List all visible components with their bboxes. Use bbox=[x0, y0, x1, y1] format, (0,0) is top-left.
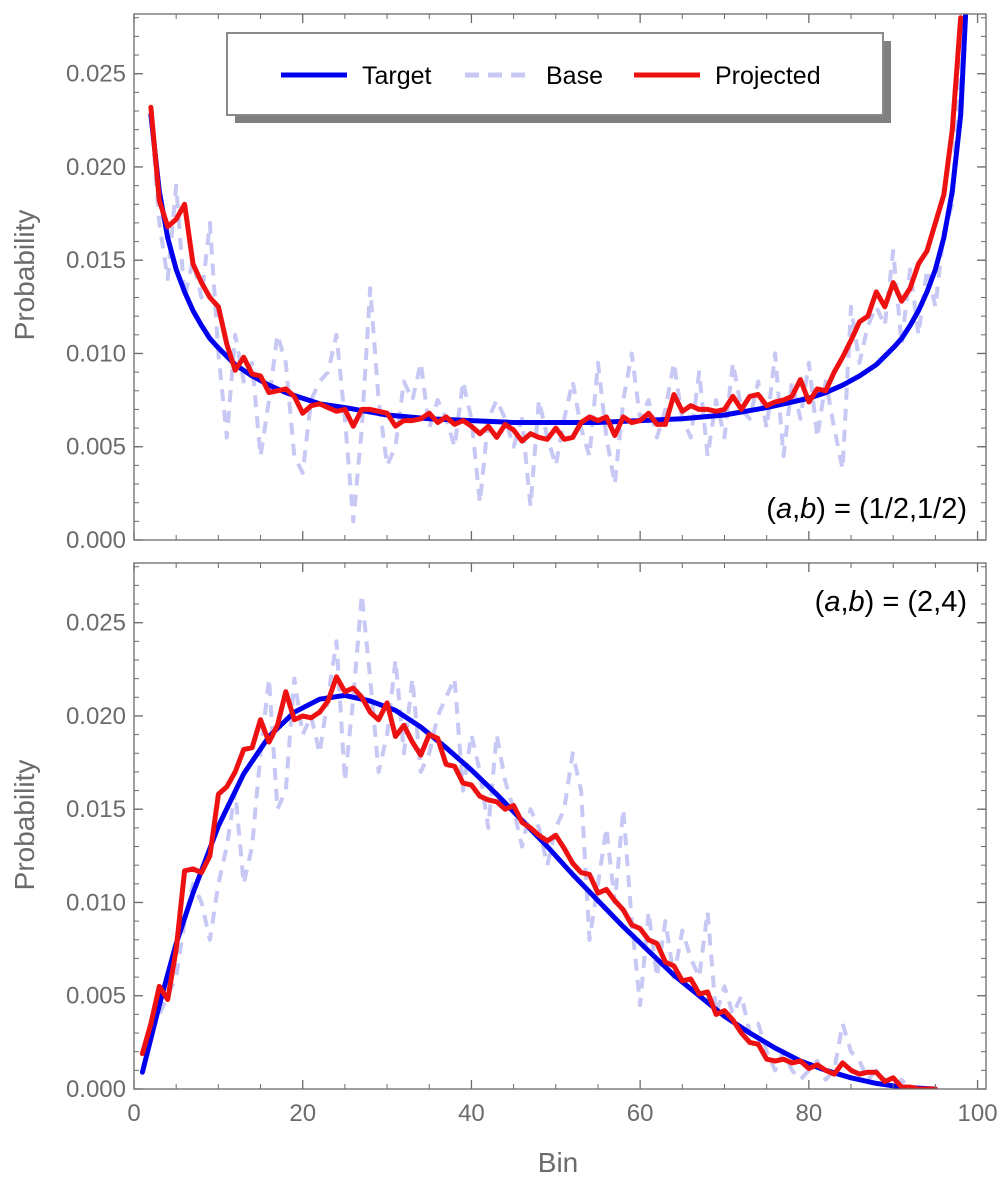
legend-entry-base: Base bbox=[465, 62, 603, 90]
top-panel-frame bbox=[133, 13, 987, 541]
bottom-panel-x-tick-label: 60 bbox=[627, 1100, 654, 1127]
top-panel: 0.000 0.005 0.010 0.015 0.020 0.025 Probabili… bbox=[9, 13, 987, 554]
legend-base-label: Base bbox=[546, 62, 603, 90]
bottom-panel-series bbox=[139, 592, 938, 1089]
legend-entry-target: Target bbox=[281, 62, 432, 90]
bottom-panel-annotation: (a,b) = (2,4) bbox=[815, 586, 967, 618]
bottom-panel-axes: 0.000 0.005 0.010 0.015 0.020 0.025 0 20 40 60 80 1… bbox=[66, 562, 998, 1127]
top-panel-series-group bbox=[148, 14, 969, 524]
bottom-panel-x-tick-label: 100 bbox=[958, 1100, 998, 1127]
top-panel-y-tick-label: 0.020 bbox=[66, 154, 126, 181]
x-axis-title: Bin bbox=[538, 1147, 578, 1178]
bottom-panel-frame bbox=[133, 562, 987, 1090]
bottom-panel-y-tick-label: 0.005 bbox=[66, 983, 126, 1010]
top-panel-y-tick-label: 0.025 bbox=[66, 61, 126, 88]
bottom-panel-y-tick-label: 0.015 bbox=[66, 796, 126, 823]
top-panel-y-tick-label: 0.010 bbox=[66, 340, 126, 367]
bottom-panel-x-tick-label: 20 bbox=[289, 1100, 316, 1127]
top-panel-y-tick-label: 0.015 bbox=[66, 247, 126, 274]
legend-projected-label: Projected bbox=[715, 62, 821, 90]
bottom-panel-x-tick-label: 80 bbox=[795, 1100, 822, 1127]
bottom-panel-base-line bbox=[140, 592, 936, 1089]
bottom-panel-x-tick-label: 0 bbox=[127, 1100, 140, 1127]
top-panel-base-line bbox=[148, 17, 963, 524]
bottom-panel-y-tick-label: 0.025 bbox=[66, 610, 126, 637]
top-panel-series bbox=[148, 14, 969, 524]
legend-target-label: Target bbox=[362, 62, 432, 90]
bottom-panel-y-axis-title: Probability bbox=[9, 760, 40, 891]
top-panel-target-line bbox=[148, 14, 969, 425]
bottom-panel-y-tick-label: 0.000 bbox=[66, 1076, 126, 1103]
bottom-panel-series-group bbox=[139, 592, 938, 1089]
top-panel-axes: 0.000 0.005 0.010 0.015 0.020 0.025 bbox=[66, 13, 987, 554]
top-panel-projected-line bbox=[148, 15, 964, 444]
legend: Target Base Projected bbox=[226, 32, 891, 123]
bottom-panel: 0.000 0.005 0.010 0.015 0.020 0.025 0 20 40 60 80 1… bbox=[9, 562, 998, 1178]
bottom-panel-y-tick-label: 0.020 bbox=[66, 703, 126, 730]
top-panel-y-tick-label: 0.000 bbox=[66, 527, 126, 554]
legend-entry-projected: Projected bbox=[634, 62, 821, 90]
bottom-panel-projected-line bbox=[139, 674, 938, 1089]
top-panel-y-tick-label: 0.005 bbox=[66, 434, 126, 461]
top-panel-y-axis-title: Probability bbox=[9, 210, 40, 341]
bottom-panel-x-tick-label: 40 bbox=[458, 1100, 485, 1127]
bottom-panel-y-tick-label: 0.010 bbox=[66, 889, 126, 916]
top-panel-annotation: (a,b) = (1/2,1/2) bbox=[766, 493, 967, 525]
